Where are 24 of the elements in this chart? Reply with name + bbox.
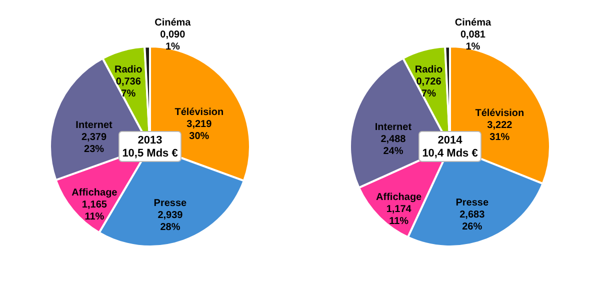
- slice-label: Radio: [414, 64, 443, 76]
- slice-label: Presse: [456, 197, 489, 208]
- slice-label: Internet: [374, 122, 412, 134]
- data-label: 3,222 31%: [487, 120, 513, 143]
- slice-label: Radio: [114, 64, 142, 76]
- slice-label: Affichage: [72, 187, 118, 198]
- slice-label: Cinéma: [154, 18, 192, 29]
- slice-label: Télévision: [174, 107, 224, 118]
- slice-label: Cinéma: [454, 18, 492, 29]
- text: 2013 10,5 Mds €: [122, 134, 178, 160]
- data-label: 2,379 23%: [82, 132, 107, 155]
- data-label: 2,939 28%: [158, 210, 184, 233]
- data-label: 2,488 24%: [380, 134, 406, 158]
- slice-label: Presse: [154, 198, 188, 209]
- text: 2014 10,4 Mds €: [422, 134, 478, 160]
- data-label: 0,081 1%: [460, 30, 486, 53]
- slice-label: Affichage: [376, 192, 422, 204]
- data-label: 0,090 1%: [160, 30, 186, 53]
- slice-label: Télévision: [475, 108, 524, 119]
- data-label: 2,683 26%: [460, 209, 486, 232]
- data-label: 1,174 11%: [386, 204, 412, 228]
- data-label: 1,165 11%: [82, 199, 108, 222]
- slice-label: Internet: [76, 120, 114, 131]
- data-label: 3,219 30%: [186, 119, 212, 142]
